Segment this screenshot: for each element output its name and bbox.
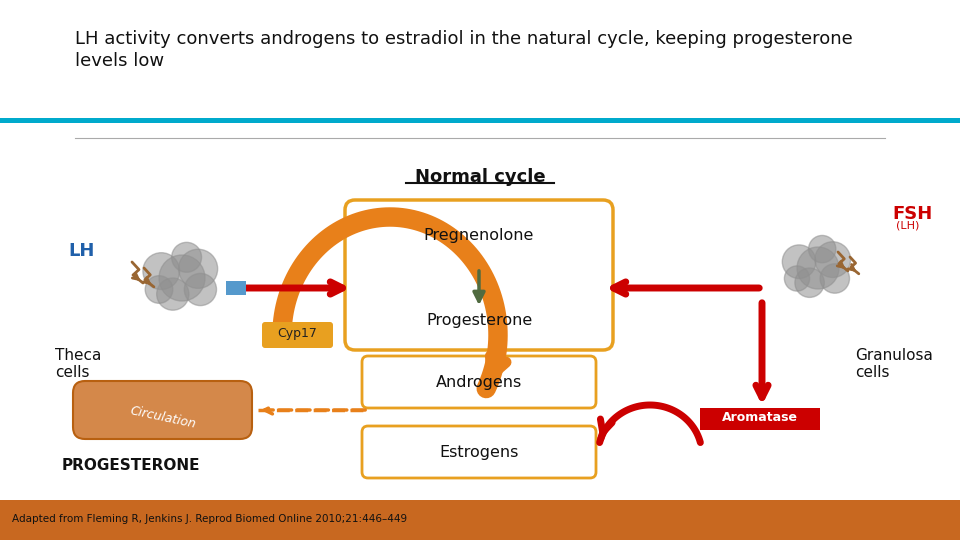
Text: Adapted from Fleming R, Jenkins J. Reprod Biomed Online 2010;21:446–449: Adapted from Fleming R, Jenkins J. Repro… bbox=[12, 514, 407, 524]
FancyBboxPatch shape bbox=[362, 426, 596, 478]
Text: Granulosa
cells: Granulosa cells bbox=[855, 348, 933, 380]
Circle shape bbox=[808, 235, 836, 263]
Circle shape bbox=[797, 247, 839, 289]
Circle shape bbox=[795, 268, 825, 298]
Circle shape bbox=[815, 242, 851, 278]
Circle shape bbox=[184, 273, 217, 306]
Text: LH: LH bbox=[68, 242, 94, 260]
Bar bbox=[700, 408, 820, 430]
Circle shape bbox=[784, 266, 809, 291]
Text: Estrogens: Estrogens bbox=[440, 445, 518, 460]
Text: Androgens: Androgens bbox=[436, 375, 522, 390]
Circle shape bbox=[145, 276, 173, 303]
Circle shape bbox=[179, 249, 218, 288]
Text: FSH: FSH bbox=[892, 205, 932, 223]
Bar bbox=[226, 281, 246, 295]
Text: (LH): (LH) bbox=[896, 221, 920, 231]
Circle shape bbox=[820, 264, 850, 293]
FancyBboxPatch shape bbox=[345, 200, 613, 350]
Text: Aromatase: Aromatase bbox=[722, 411, 798, 424]
Text: Circulation: Circulation bbox=[129, 404, 197, 431]
Circle shape bbox=[172, 242, 202, 272]
Text: LH activity converts androgens to estradiol in the natural cycle, keeping proges: LH activity converts androgens to estrad… bbox=[75, 30, 852, 48]
Circle shape bbox=[782, 245, 816, 279]
Text: levels low: levels low bbox=[75, 52, 164, 70]
Text: Cyp17: Cyp17 bbox=[277, 327, 317, 340]
Circle shape bbox=[156, 278, 189, 310]
Bar bbox=[0, 500, 960, 540]
FancyBboxPatch shape bbox=[73, 381, 252, 439]
Text: Progesterone: Progesterone bbox=[426, 313, 532, 328]
FancyBboxPatch shape bbox=[262, 322, 333, 348]
Circle shape bbox=[159, 255, 205, 301]
Bar bbox=[0, 118, 960, 123]
Text: Pregnenolone: Pregnenolone bbox=[423, 228, 534, 243]
Circle shape bbox=[143, 253, 180, 289]
Text: Theca
cells: Theca cells bbox=[55, 348, 102, 380]
Text: Normal cycle: Normal cycle bbox=[415, 168, 545, 186]
FancyBboxPatch shape bbox=[362, 356, 596, 408]
Text: PROGESTERONE: PROGESTERONE bbox=[62, 458, 201, 473]
